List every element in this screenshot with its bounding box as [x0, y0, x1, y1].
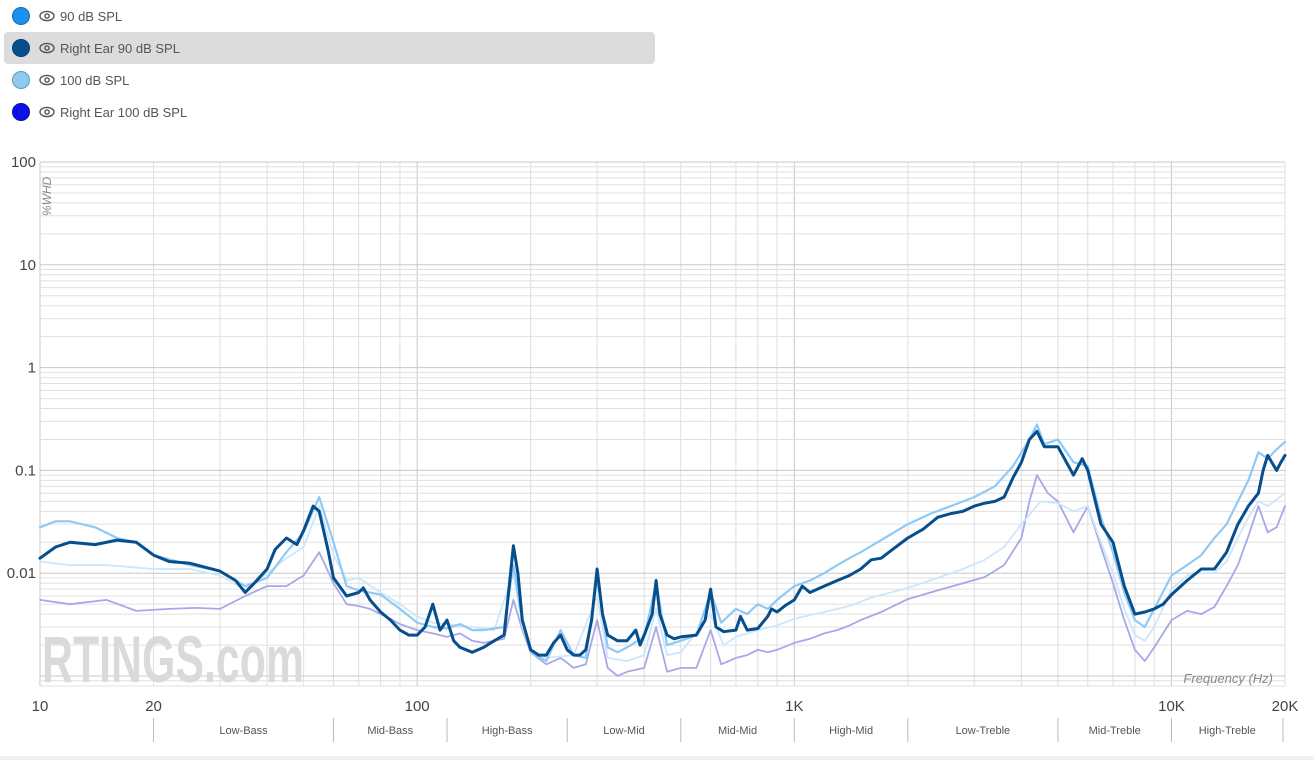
y-axis-label: %WHD: [40, 176, 54, 216]
x-tick-label: 100: [405, 698, 430, 715]
x-tick-label: 1K: [785, 698, 803, 715]
x-tick-label: 10K: [1158, 698, 1185, 715]
bottom-divider: [0, 756, 1314, 760]
band-label: Mid-Mid: [718, 725, 757, 737]
band-label: Mid-Bass: [367, 725, 413, 737]
frequency-bands: Low-Bass Mid-Bass High-Bass Low-Mid Mid-Mid H…: [154, 718, 1283, 742]
band-label: High-Bass: [482, 725, 533, 737]
thd-chart: RTINGS.com 100 10 1 0.1 0.01 %WHD Frequency (Hz…: [0, 0, 1314, 760]
band-label: High-Treble: [1199, 725, 1256, 737]
y-tick-label: 0.1: [15, 462, 36, 479]
x-tick-label: 20K: [1272, 698, 1299, 715]
y-tick-label: 1: [28, 360, 36, 377]
y-tick-label: 100: [11, 154, 36, 171]
x-tick-label: 10: [32, 698, 49, 715]
band-label: Low-Bass: [219, 725, 268, 737]
y-tick-label: 0.01: [7, 565, 36, 582]
band-label: Low-Treble: [956, 725, 1011, 737]
x-tick-label: 20: [145, 698, 162, 715]
band-label: Mid-Treble: [1089, 725, 1141, 737]
watermark: RTINGS.com: [42, 622, 304, 696]
y-tick-label: 10: [19, 257, 36, 274]
band-label: High-Mid: [829, 725, 873, 737]
band-label: Low-Mid: [603, 725, 645, 737]
x-axis-label: Frequency (Hz): [1183, 671, 1273, 686]
plot-area: [40, 162, 1285, 686]
